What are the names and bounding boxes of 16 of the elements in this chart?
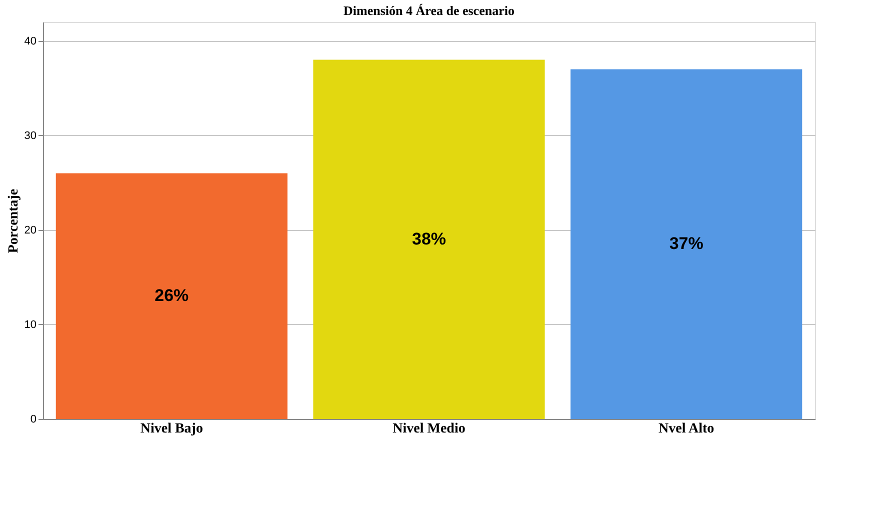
y-tick-label: 0: [30, 414, 36, 426]
y-tick-label: 30: [24, 130, 36, 142]
y-tick-label: 10: [24, 318, 36, 331]
x-tick-label: Nvel Alto: [658, 422, 714, 436]
chart-title: Dimensión 4 Área de escenario: [344, 3, 514, 18]
x-tick-label: Nivel Bajo: [140, 422, 203, 436]
y-axis-title: Porcentaje: [6, 188, 22, 254]
data-label: 38%: [412, 229, 446, 248]
bar: [570, 69, 802, 419]
data-label: 26%: [154, 286, 189, 306]
y-tick-label: 20: [24, 224, 36, 236]
bar: [56, 173, 288, 419]
bar: [313, 60, 545, 419]
data-label: 37%: [669, 234, 704, 254]
y-tick-label: 40: [24, 35, 36, 48]
x-tick-label: Nivel Medio: [392, 422, 466, 436]
